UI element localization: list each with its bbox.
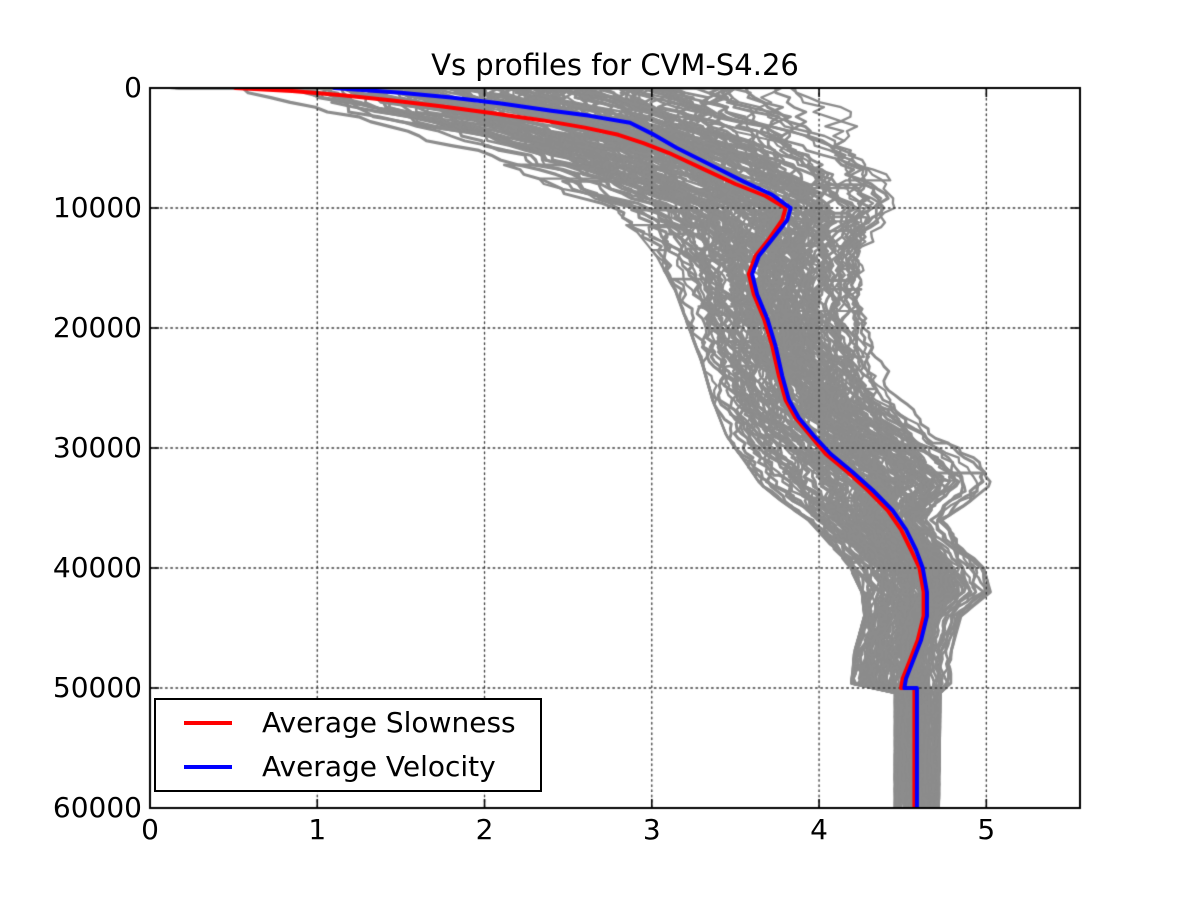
y-tick-label: 30000 — [52, 431, 142, 464]
legend-label-average-slowness: Average Slowness — [262, 706, 516, 740]
y-tick-label: 60000 — [52, 791, 142, 824]
y-tick-label: 20000 — [52, 311, 142, 344]
blue-line-sample — [184, 764, 232, 769]
x-tick-label: 3 — [642, 813, 661, 846]
x-tick-label: 4 — [810, 813, 828, 846]
y-tick-label: 0 — [124, 71, 142, 104]
chart-title: Vs profiles for CVM-S4.26 — [431, 48, 799, 82]
legend-label-average-velocity: Average Velocity — [262, 749, 496, 783]
y-tick-label: 40000 — [52, 551, 142, 584]
red-line-sample — [184, 721, 232, 726]
legend: Average Slowness Average Velocity — [154, 698, 542, 792]
x-tick-label: 0 — [141, 813, 159, 846]
legend-item-average-slowness: Average Slowness — [184, 703, 540, 743]
x-tick-label: 1 — [308, 813, 327, 846]
legend-item-average-velocity: Average Velocity — [184, 747, 540, 787]
y-tick-label: 50000 — [52, 671, 142, 704]
y-tick-label: 10000 — [52, 191, 142, 224]
x-tick-label: 5 — [977, 813, 996, 846]
x-tick-label: 2 — [475, 813, 494, 846]
